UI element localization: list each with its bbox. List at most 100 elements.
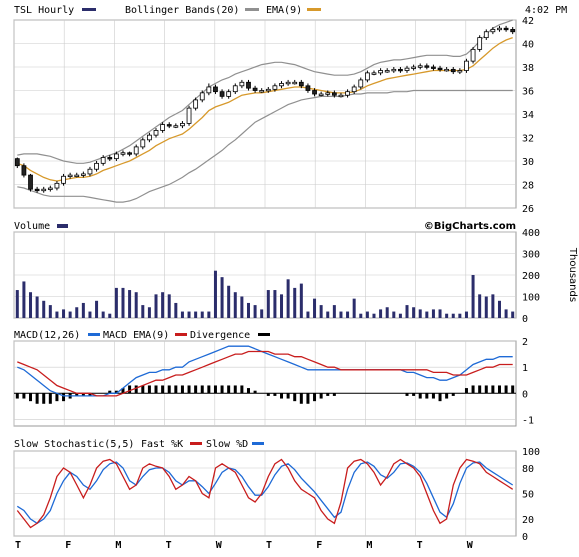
candle-body [318,93,324,96]
candle-body [180,123,185,127]
candle-body [292,81,298,85]
volume-bar [491,294,495,318]
candle-body [213,86,218,93]
divergence-bar [180,385,184,394]
volume-axis-tick-label: 0 [522,314,528,325]
bollinger-upper-line [17,19,513,164]
volume-bar [134,292,138,318]
divergence-bar [299,393,303,404]
candle-body [21,165,27,176]
divergence-bar [121,388,125,394]
divergence-bar [332,393,336,396]
divergence-bar [161,385,165,394]
divergence-bar [511,385,515,394]
divergence-bar [194,385,198,394]
candle-body [232,85,238,93]
divergence-bar [227,385,231,394]
volume-bar [425,311,429,318]
candle-body [477,37,483,50]
divergence-bar [273,393,277,396]
stoch-axis-tick-label: 20 [522,515,534,526]
volume-bar [167,294,171,318]
volume-bar [42,300,46,318]
volume-bar [497,300,501,318]
candle-body [219,91,225,97]
divergence-bar [200,385,204,394]
volume-bar [240,296,244,318]
candle-body [398,68,403,72]
candle-body [226,91,232,97]
volume-legend-swatch [57,224,68,228]
volume-bar [273,290,277,318]
volume-bar [313,298,317,318]
divergence-bar [431,393,435,399]
x-axis-day-label: M [115,540,121,551]
divergence-bar [425,393,429,399]
divergence-bar [266,393,270,396]
divergence-bar [445,393,449,399]
ema-label: EMA(9) [266,5,302,16]
macd-axis-tick-label: -1 [522,415,534,426]
divergence-bar [220,385,224,394]
price-axis-tick-label: 34 [522,110,534,121]
volume-bar [180,311,184,318]
volume-bar [306,311,310,318]
volume-bar [88,311,92,318]
fast-k-line [16,458,514,529]
divergence-bar [154,385,158,394]
candle-body [444,68,450,72]
divergence-bar [464,388,468,394]
macd-axis-tick-label: 1 [522,363,528,374]
plot-layer: T F M T W T F M T W262830323436384042010020030040… [13,16,540,551]
divergence-bar [35,393,39,404]
divergence-bar [22,393,26,399]
candle-body [246,81,251,89]
divergence-bar [141,385,145,394]
candle-body [483,31,489,39]
x-axis-day-label: T [166,540,172,551]
divergence-bar [313,393,317,402]
divergence-bar [484,385,488,394]
brand-label: ©BigCharts.com [424,221,516,232]
candle-body [28,174,33,190]
divergence-bar [114,390,118,394]
volume-axis-tick-label: 300 [522,250,540,261]
bollinger-legend-swatch [245,8,259,11]
stoch-axis-tick-label: 50 [522,490,534,501]
candle-body [431,66,436,69]
volume-bar [147,307,151,318]
volume-bar [352,298,356,318]
candle-body [450,68,456,73]
candle-body [272,85,278,90]
volume-bar [346,311,350,318]
divergence-line [17,350,513,397]
volume-bar [431,309,435,318]
volume-bar [108,313,112,318]
candle-body [305,85,311,91]
price-axis-tick-label: 36 [522,87,534,98]
time-label: 4:02 PM [525,5,567,16]
candle-body [173,125,179,128]
volume-bar [75,307,79,318]
candle-body [34,188,40,192]
candle-body [259,90,265,93]
volume-bar [48,305,52,318]
candle-body [107,157,113,160]
volume-bar [286,279,290,318]
divergence-bar [42,393,46,404]
slow-d-legend-swatch [252,442,264,445]
candle-body [417,65,423,68]
x-axis-day-label: T [266,540,272,551]
divergence-bar [418,393,422,399]
divergence-bar [187,385,191,394]
volume-bar [29,292,33,318]
volume-bar [227,285,231,318]
divergence-bar [81,393,85,396]
slow-d-line [16,461,514,525]
candle-body [503,27,509,31]
candle-body [61,175,66,184]
candle-body [411,66,416,69]
divergence-bar [405,393,409,396]
